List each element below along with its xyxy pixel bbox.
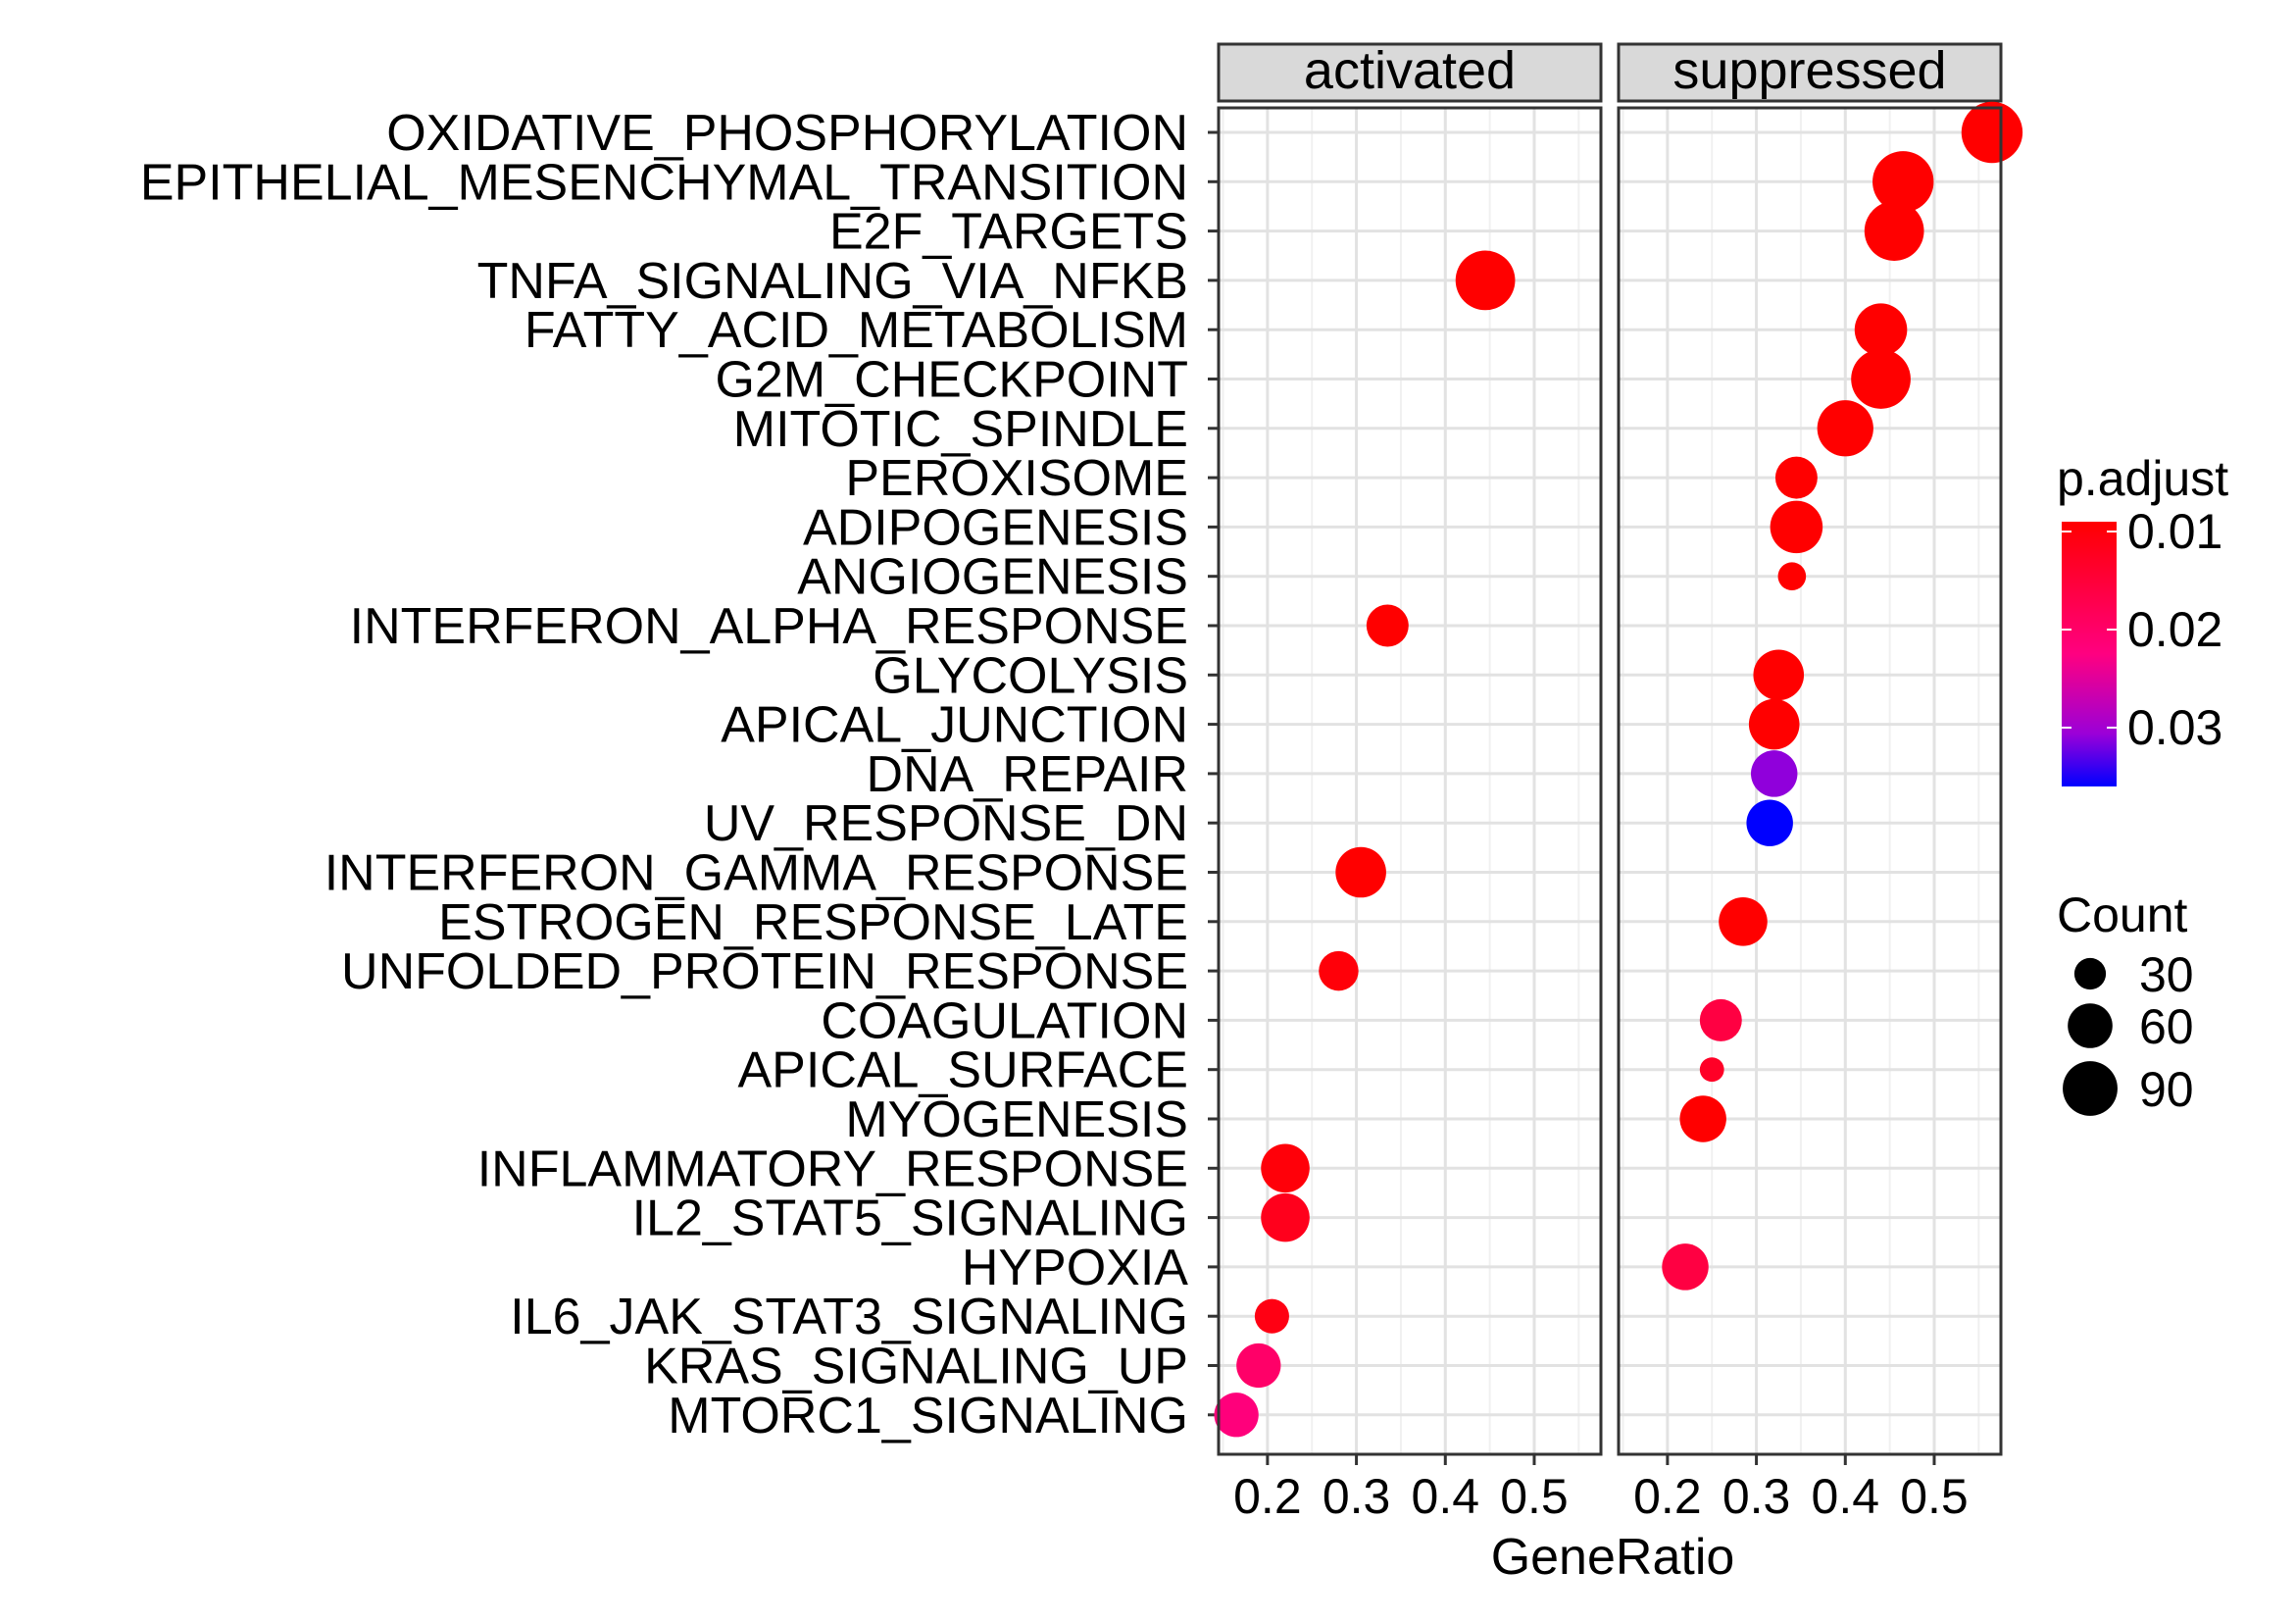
panel-border: [1217, 106, 1603, 1456]
y-tick-label: PEROXISOME: [845, 450, 1188, 507]
points-activated: [1214, 250, 1516, 1438]
colorbar-label: 0.02: [2127, 602, 2222, 657]
data-point: [1753, 649, 1805, 701]
y-tick-label: UNFOLDED_PROTEIN_RESPONSE: [341, 943, 1188, 1000]
x-tick-label: 0.5: [1500, 1469, 1569, 1524]
data-point: [1777, 562, 1807, 591]
colorbar-label: 0.01: [2127, 504, 2222, 559]
data-point: [1770, 500, 1823, 554]
count-legend-dot: [2073, 957, 2107, 990]
data-point: [1679, 1095, 1726, 1142]
y-tick-label: HYPOXIA: [962, 1240, 1188, 1296]
data-point: [1335, 846, 1386, 898]
data-point: [1236, 1342, 1281, 1389]
data-point: [1961, 101, 2023, 164]
facet-strip-label: suppressed: [1672, 41, 1946, 100]
data-point: [1254, 1298, 1289, 1334]
count-legend-label: 60: [2139, 999, 2194, 1054]
y-tick-label: IL2_STAT5_SIGNALING: [632, 1190, 1188, 1247]
colorbar-label: 0.03: [2127, 700, 2222, 755]
count-legend-dot: [2068, 1003, 2113, 1048]
y-tick-label: IL6_JAK_STAT3_SIGNALING: [510, 1289, 1188, 1345]
x-axis-title-group: GeneRatio: [1491, 1529, 1735, 1586]
facet-strip: [1617, 42, 2003, 103]
y-tick-label: UV_RESPONSE_DN: [704, 795, 1188, 852]
x-axis-title: GeneRatio: [1491, 1529, 1735, 1586]
data-point: [1746, 799, 1793, 846]
data-point: [1662, 1243, 1709, 1291]
x-tick-label: 0.4: [1812, 1469, 1880, 1524]
data-point: [1455, 250, 1516, 311]
y-tick-label: ADIPOGENESIS: [803, 499, 1188, 556]
y-tick-label: EPITHELIAL_MESENCHYMAL_TRANSITION: [140, 154, 1188, 211]
y-tick-label: DNA_REPAIR: [867, 746, 1188, 803]
data-point: [1774, 456, 1818, 499]
x-tick-label: 0.5: [1900, 1469, 1969, 1524]
panel-border: [1617, 106, 2003, 1456]
p-adjust-legend: p.adjust 0.01 0.02 0.03: [2057, 451, 2228, 786]
panel-background: [1619, 108, 2001, 1454]
facet-panels: activated 0.2 0.3 0.4 0.5 suppressed 0.2 0.3 0.4…: [1214, 41, 2023, 1524]
y-tick-label: KRAS_SIGNALING_UP: [644, 1339, 1188, 1395]
data-point: [1817, 400, 1873, 457]
x-tick-label: 0.2: [1233, 1469, 1302, 1524]
data-point: [1366, 604, 1409, 647]
y-tick-label: MITOTIC_SPINDLE: [733, 401, 1188, 458]
facet-strip: [1217, 42, 1603, 103]
y-tick-label: ESTROGEN_RESPONSE_LATE: [438, 894, 1188, 951]
y-tick-label: COAGULATION: [821, 992, 1188, 1049]
p-adjust-legend-title: p.adjust: [2057, 451, 2228, 506]
x-tick-label: 0.3: [1722, 1469, 1791, 1524]
y-tick-label: APICAL_JUNCTION: [721, 697, 1188, 754]
y-tick-label: TNFA_SIGNALING_VIA_NFKB: [477, 253, 1188, 310]
p-adjust-colorbar: [2062, 522, 2117, 786]
count-legend-dot: [2063, 1061, 2118, 1116]
panel-background: [1219, 108, 1601, 1454]
data-point: [1699, 998, 1742, 1041]
x-tick-label: 0.3: [1323, 1469, 1391, 1524]
y-tick-label: OXIDATIVE_PHOSPHORYLATION: [386, 105, 1188, 162]
y-tick-label: ANGIOGENESIS: [797, 549, 1188, 606]
y-tick-label: MTORC1_SIGNALING: [668, 1388, 1188, 1444]
y-tick-label: GLYCOLYSIS: [873, 647, 1188, 704]
count-legend-title: Count: [2057, 887, 2188, 942]
data-point: [1214, 1393, 1259, 1438]
points-suppressed: [1662, 101, 2023, 1291]
y-tick-label: INFLAMMATORY_RESPONSE: [477, 1140, 1188, 1197]
facet-panel-activated: activated 0.2 0.3 0.4 0.5: [1214, 41, 1603, 1524]
y-axis-category-labels: OXIDATIVE_PHOSPHORYLATIONEPITHELIAL_MESE…: [140, 105, 1219, 1444]
facet-strip-label: activated: [1304, 41, 1516, 100]
facet-panel-suppressed: suppressed 0.2 0.3 0.4 0.5: [1617, 41, 2023, 1524]
data-point: [1864, 201, 1924, 261]
data-point: [1719, 897, 1768, 946]
y-tick-label: FATTY_ACID_METABOLISM: [524, 302, 1188, 359]
data-point: [1872, 151, 1934, 213]
data-point: [1319, 950, 1359, 991]
count-legend-label: 30: [2139, 947, 2194, 1002]
data-point: [1261, 1192, 1310, 1242]
data-point: [1261, 1143, 1310, 1193]
x-tick-label: 0.4: [1412, 1469, 1480, 1524]
y-tick-label: INTERFERON_GAMMA_RESPONSE: [324, 845, 1188, 902]
count-legend-label: 90: [2139, 1062, 2194, 1117]
y-tick-label: APICAL_SURFACE: [738, 1042, 1189, 1099]
data-point: [1854, 303, 1908, 356]
p-adjust-colorbar-ticks: 0.01 0.02 0.03: [2062, 504, 2222, 755]
data-point: [1851, 349, 1911, 409]
y-tick-label: G2M_CHECKPOINT: [715, 352, 1188, 409]
data-point: [1699, 1057, 1724, 1083]
y-tick-label: INTERFERON_ALPHA_RESPONSE: [350, 598, 1188, 655]
x-tick-label: 0.2: [1633, 1469, 1702, 1524]
y-tick-label: MYOGENESIS: [845, 1091, 1188, 1148]
y-tick-label: E2F_TARGETS: [829, 204, 1188, 261]
data-point: [1748, 698, 1800, 750]
data-point: [1750, 750, 1798, 797]
